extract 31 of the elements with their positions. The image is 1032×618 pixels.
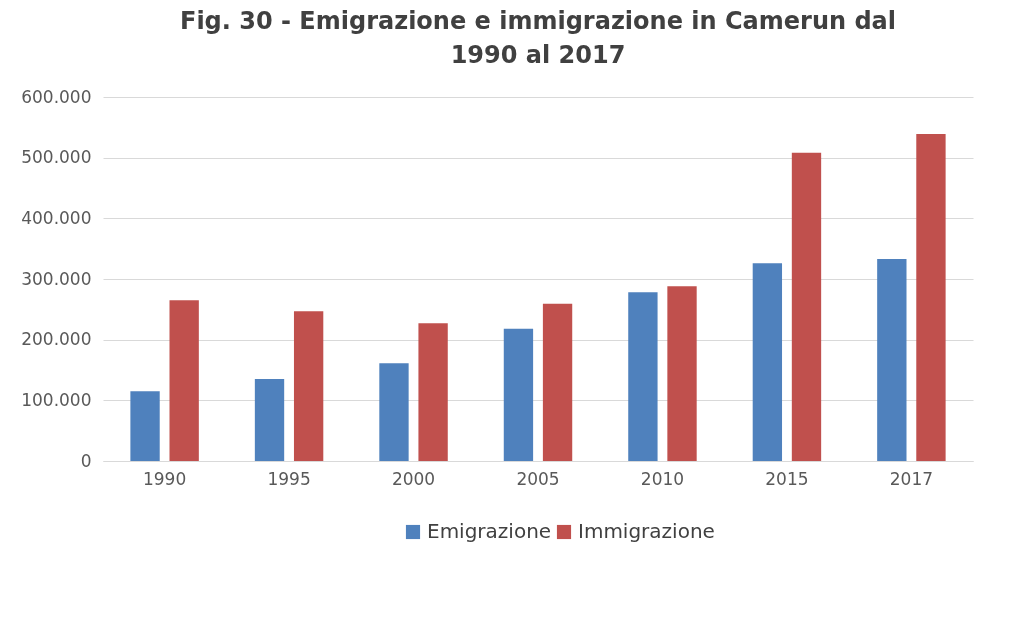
- legend-label: Immigrazione: [578, 519, 715, 543]
- x-tick-label: 2005: [516, 468, 560, 489]
- x-tick-label: 1990: [142, 468, 187, 489]
- chart-title: Fig. 30 - Emigrazione e immigrazione in Camerun dal 1990 al 2017: [179, 7, 897, 69]
- bar: [293, 311, 324, 461]
- bar: [254, 379, 285, 461]
- bar: [667, 286, 697, 461]
- bar: [130, 391, 160, 461]
- x-tick-label: 2010: [640, 468, 685, 489]
- y-tick-label: 300.000: [21, 268, 92, 289]
- bar: [418, 323, 448, 461]
- bar: [791, 152, 822, 461]
- bar: [752, 263, 783, 461]
- y-tick-label: 400.000: [21, 207, 92, 228]
- y-tick-label: 500.000: [21, 147, 92, 168]
- x-tick-label: 2000: [391, 468, 436, 489]
- x-tick-label: 2017: [889, 468, 934, 489]
- bar: [542, 303, 573, 461]
- x-tick-label: 2015: [765, 468, 809, 489]
- bar: [916, 134, 946, 461]
- bar: [379, 363, 409, 461]
- y-tick-label: 100.000: [21, 389, 92, 410]
- y-tick-label: 0: [80, 450, 92, 471]
- bar: [628, 292, 658, 461]
- x-tick-label: 1995: [267, 468, 311, 489]
- y-tick-label: 200.000: [21, 329, 92, 350]
- bar: [503, 328, 534, 461]
- bar: [169, 300, 199, 461]
- y-tick-label: 600.000: [21, 86, 92, 107]
- bar: [877, 258, 907, 461]
- legend-label: Emigrazione: [427, 519, 552, 543]
